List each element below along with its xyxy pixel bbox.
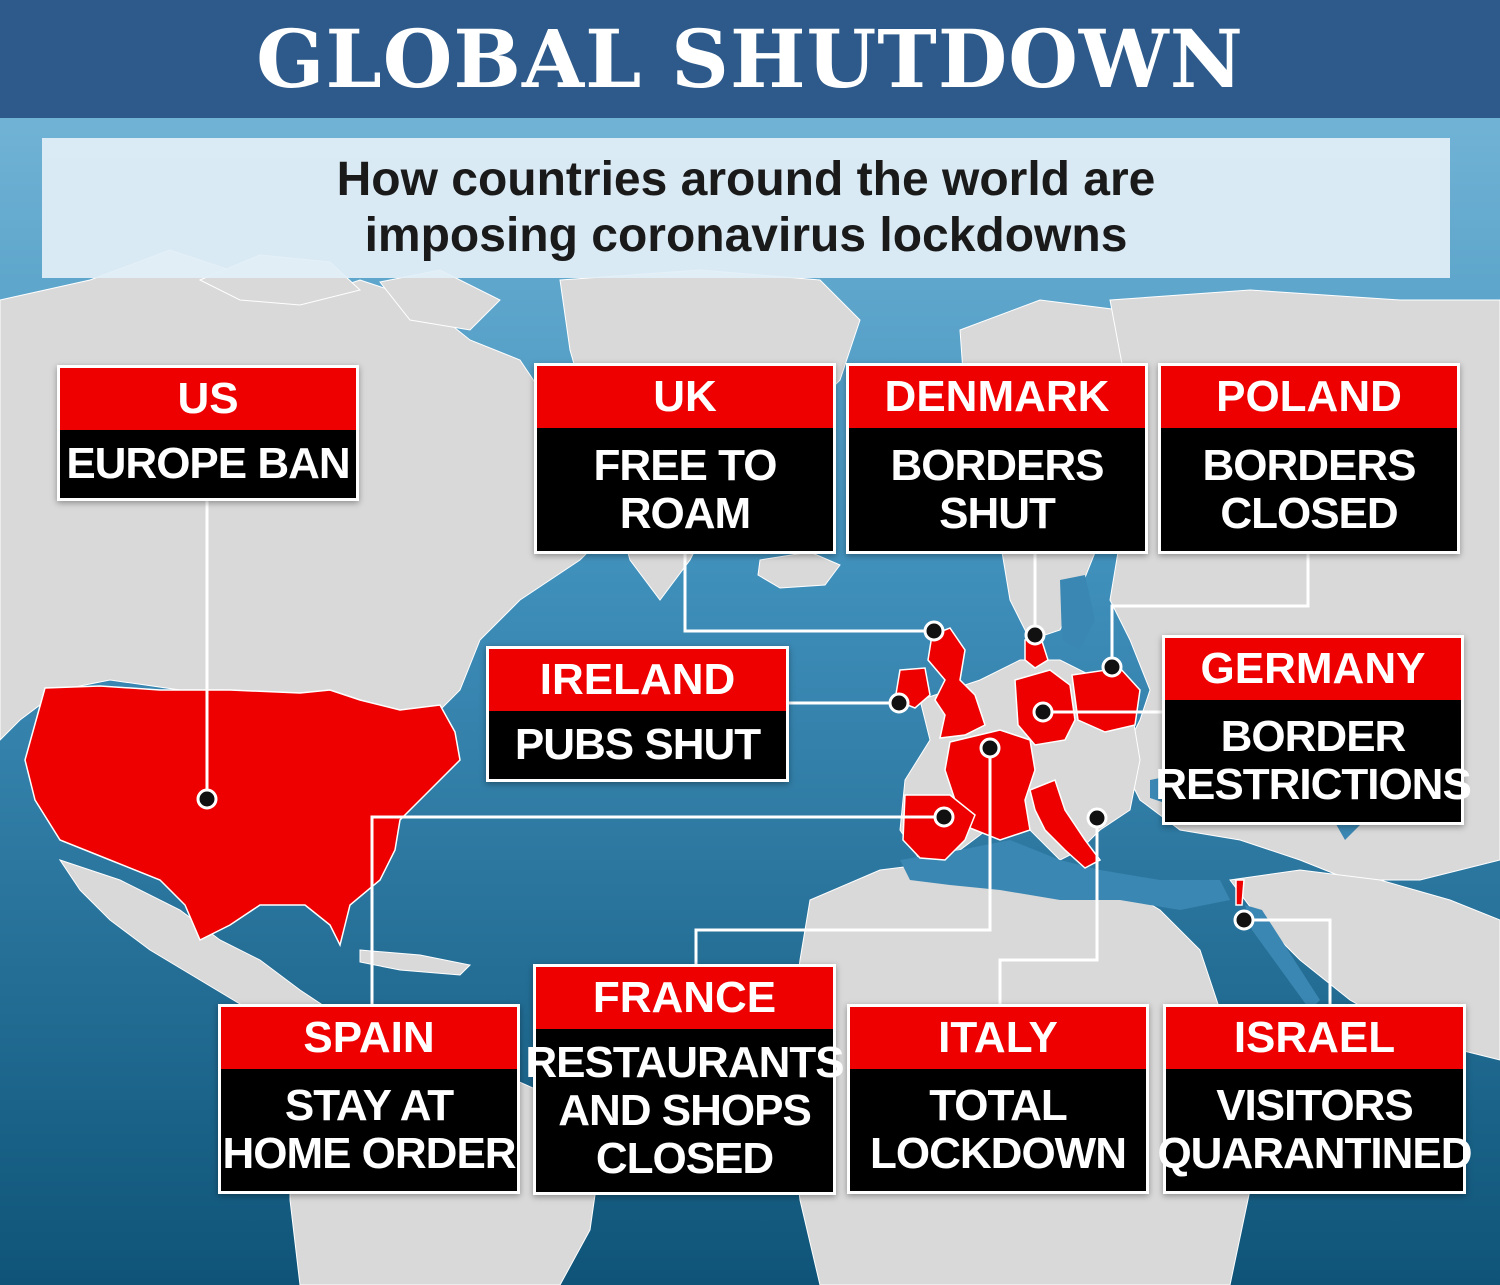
callout-spain: SPAIN STAY AT HOME ORDER	[218, 1004, 520, 1194]
connector-france	[694, 748, 992, 965]
red-sea	[1245, 905, 1320, 1010]
marker-us	[196, 788, 218, 810]
status-line: HOME ORDER	[222, 1129, 516, 1178]
status-line: AND SHOPS	[558, 1085, 812, 1135]
marker-poland	[1101, 656, 1123, 678]
callout-us: US EUROPE BAN	[57, 365, 359, 501]
callout-denmark: DENMARK BORDERS SHUT	[846, 363, 1148, 554]
callout-status-us: EUROPE BAN	[60, 430, 356, 498]
callout-israel: ISRAEL VISITORS QUARANTINED	[1157, 1004, 1473, 1194]
status-line: SHUT	[939, 488, 1056, 538]
callout-status-italy: TOTAL LOCKDOWN	[850, 1069, 1146, 1191]
status-line: BORDERS	[1202, 440, 1416, 490]
title-bar: GLOBAL SHUTDOWN	[0, 0, 1500, 118]
status-line: QUARANTINED	[1157, 1129, 1472, 1178]
status-line: EUROPE BAN	[66, 439, 350, 488]
marker-france	[979, 737, 1001, 759]
callout-status-poland: BORDERS CLOSED	[1161, 428, 1457, 551]
callout-poland: POLAND BORDERS CLOSED	[1158, 363, 1460, 554]
callout-country-germany: GERMANY	[1165, 638, 1461, 700]
israel-shape	[1235, 879, 1245, 906]
callout-country-ireland: IRELAND	[489, 649, 786, 711]
callout-germany: GERMANY BORDER RESTRICTIONS	[1155, 635, 1472, 825]
callout-status-uk: FREE TO ROAM	[537, 428, 833, 551]
marker-israel	[1233, 909, 1255, 931]
callout-uk: UK FREE TO ROAM	[534, 363, 836, 554]
page-title: GLOBAL SHUTDOWN	[256, 12, 1244, 106]
status-line: BORDERS	[890, 440, 1104, 490]
status-line: TOTAL	[929, 1081, 1068, 1130]
markers	[196, 620, 1255, 931]
caribbean-islands	[359, 949, 472, 976]
connector-italy	[998, 818, 1099, 1005]
callout-country-denmark: DENMARK	[849, 366, 1145, 428]
callout-status-germany: BORDER RESTRICTIONS	[1155, 700, 1472, 822]
marker-ireland	[888, 692, 910, 714]
status-line: RESTRICTIONS	[1155, 760, 1472, 809]
callout-italy: ITALY TOTAL LOCKDOWN	[847, 1004, 1149, 1194]
connectors	[205, 500, 1332, 1005]
baltic-sea	[1060, 575, 1095, 650]
italy-shape	[1029, 779, 1102, 869]
callout-country-us: US	[60, 368, 356, 430]
callout-status-ireland: PUBS SHUT	[489, 711, 786, 779]
status-line: PUBS SHUT	[514, 720, 761, 769]
callout-france: FRANCE RESTAURANTS AND SHOPS CLOSED	[525, 964, 845, 1195]
callout-ireland: IRELAND PUBS SHUT	[486, 646, 789, 782]
subtitle-box: How countries around the world are impos…	[42, 138, 1450, 278]
callout-country-uk: UK	[537, 366, 833, 428]
marker-denmark	[1024, 624, 1046, 646]
callout-status-spain: STAY AT HOME ORDER	[221, 1069, 517, 1191]
callout-status-france: RESTAURANTS AND SHOPS CLOSED	[525, 1029, 845, 1192]
status-line: FREE TO	[593, 440, 778, 490]
callout-status-denmark: BORDERS SHUT	[849, 428, 1145, 551]
connector-spain	[370, 815, 944, 1004]
status-line: STAY AT	[284, 1081, 454, 1130]
subtitle-line-1: How countries around the world are	[336, 153, 1156, 206]
callout-country-italy: ITALY	[850, 1007, 1146, 1069]
callout-status-israel: VISITORS QUARANTINED	[1157, 1069, 1473, 1191]
status-line: LOCKDOWN	[870, 1129, 1127, 1178]
status-line: BORDER	[1220, 712, 1407, 761]
callout-country-spain: SPAIN	[221, 1007, 517, 1069]
marker-uk	[923, 620, 945, 642]
callout-country-israel: ISRAEL	[1166, 1007, 1463, 1069]
usa-shape	[24, 685, 461, 948]
marker-spain	[933, 806, 955, 828]
connector-israel	[1244, 918, 1332, 1005]
status-line: VISITORS	[1216, 1081, 1414, 1130]
marker-italy	[1086, 807, 1108, 829]
uk-shape	[927, 627, 986, 739]
mediterranean-sea	[900, 840, 1230, 910]
callout-country-poland: POLAND	[1161, 366, 1457, 428]
status-line: RESTAURANTS	[525, 1037, 844, 1087]
connector-poland	[1110, 553, 1310, 667]
callout-country-france: FRANCE	[536, 967, 833, 1029]
spain-shape	[902, 794, 976, 861]
subtitle-line-2: imposing coronavirus lockdowns	[364, 209, 1128, 262]
status-line: CLOSED	[1220, 488, 1398, 538]
status-line: CLOSED	[595, 1133, 774, 1183]
connector-uk	[683, 553, 934, 633]
marker-germany	[1032, 701, 1054, 723]
status-line: ROAM	[619, 488, 751, 538]
highlighted-countries	[24, 627, 1245, 948]
